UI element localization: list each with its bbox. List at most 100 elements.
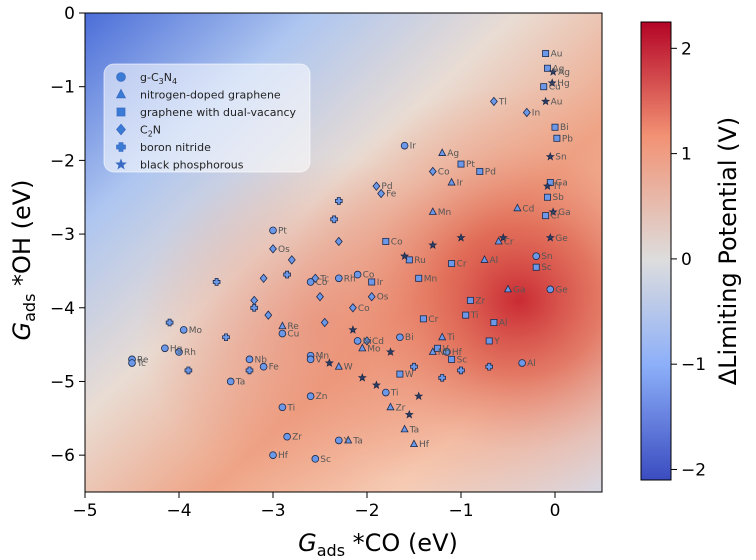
data-point-star <box>545 151 555 161</box>
point-label: Ir <box>457 178 464 188</box>
point-label: Y <box>493 337 500 347</box>
series-diamond <box>250 96 531 346</box>
x-axis-label: Gads *CO (eV) <box>298 529 458 560</box>
data-point-diamond <box>311 273 320 283</box>
point-label: Rh <box>344 274 356 284</box>
data-point-diamond <box>320 317 329 328</box>
point-label: Cr <box>457 260 467 270</box>
data-point-circle <box>334 274 343 283</box>
point-label: Sn <box>555 153 566 163</box>
point-label: Ni <box>363 337 372 347</box>
data-points <box>128 50 561 463</box>
data-point-circle <box>175 348 183 356</box>
point-label: Mn <box>316 352 329 362</box>
data-point-diamond <box>259 273 268 283</box>
x-tick-label: −1 <box>448 501 473 521</box>
point-label: Mn <box>438 208 451 218</box>
y-tick-label: −5 <box>50 372 75 392</box>
point-label: Pd <box>381 182 392 192</box>
point-label: Ir <box>377 278 384 288</box>
point-label: Y <box>343 436 350 446</box>
data-point-star <box>548 67 558 76</box>
point-label: Os <box>377 293 389 303</box>
point-label: Au <box>551 97 563 107</box>
data-point-plus <box>438 373 446 382</box>
point-label: Sc <box>320 455 331 465</box>
colorbar-tick-label: −2 <box>681 460 706 480</box>
point-label: Fe <box>386 190 397 200</box>
data-point-square <box>396 370 404 378</box>
data-point-square <box>540 83 548 91</box>
data-point-square <box>457 160 465 168</box>
point-label: Ga <box>558 208 571 218</box>
data-point-triangle <box>438 148 447 156</box>
point-label: Ta <box>409 425 420 435</box>
point-label: Cr <box>504 237 514 247</box>
y-axis-label: Gads *OH (eV) <box>8 179 39 340</box>
colorbar-tick-label: 1 <box>681 145 692 165</box>
data-point-triangle <box>513 203 522 212</box>
data-point-square <box>551 123 559 131</box>
data-point-circle <box>179 326 188 334</box>
point-label: Zr <box>475 296 485 306</box>
point-label: Ti <box>286 403 295 413</box>
colorbar-tick-label: 2 <box>681 39 692 59</box>
data-point-star <box>324 358 334 367</box>
legend-label: C2N <box>140 124 161 139</box>
point-label: Mn <box>424 274 437 284</box>
data-point-plus <box>184 366 193 375</box>
point-label: In <box>532 108 540 118</box>
data-point-diamond <box>522 107 531 118</box>
data-point-circle <box>278 403 287 412</box>
data-point-square <box>405 256 413 264</box>
data-point-star <box>545 233 555 242</box>
data-point-square <box>368 278 376 286</box>
data-point-square <box>448 355 456 363</box>
point-label: Hf <box>419 440 430 450</box>
data-point-square <box>490 319 498 326</box>
data-point-circle <box>245 355 254 364</box>
point-label: Pt <box>278 226 287 236</box>
data-point-diamond <box>316 292 324 302</box>
data-point-circle <box>226 377 235 386</box>
point-label: Tc <box>319 274 329 284</box>
point-label: Au <box>551 50 563 60</box>
point-label: Sb <box>552 193 564 203</box>
data-point-triangle <box>358 343 367 352</box>
point-label: Bi <box>560 123 569 133</box>
data-point-circle <box>306 278 315 286</box>
data-point-square <box>462 311 470 319</box>
data-point-circle <box>269 226 277 235</box>
point-label: V <box>316 355 323 365</box>
data-point-star <box>498 233 508 242</box>
point-label: Cd <box>372 337 384 347</box>
data-point-circle <box>353 337 362 345</box>
x-tick-label: 0 <box>550 501 561 521</box>
colorbar: 2 1 0 −1 −2 ΔLimiting Potential (V) <box>640 21 742 481</box>
x-tick-label: −2 <box>354 501 379 521</box>
legend-label: black phosphorous <box>140 159 244 172</box>
colorbar-label: ΔLimiting Potential (V) <box>714 117 742 386</box>
x-axis: −5 −4 −3 −2 −1 0 <box>72 492 560 521</box>
legend-box <box>103 63 311 173</box>
point-label: Ga <box>555 178 568 188</box>
point-label: Hg <box>557 79 569 89</box>
legend-marker-circle <box>116 72 126 82</box>
data-point-square <box>434 344 441 352</box>
point-label: Pd <box>485 167 496 177</box>
data-point-triangle <box>480 255 489 263</box>
data-point-diamond <box>367 292 376 302</box>
point-label: Zn <box>316 392 328 402</box>
data-point-circle <box>278 329 287 338</box>
data-point-star <box>404 409 414 419</box>
data-point-star <box>348 325 358 334</box>
point-label: Cr <box>551 212 561 222</box>
point-label: Ti <box>470 311 479 321</box>
point-label: Cr <box>428 315 438 325</box>
data-point-plus <box>165 318 174 327</box>
series-circle <box>128 141 555 463</box>
point-label: Co <box>391 237 403 247</box>
data-point-plus <box>410 362 418 371</box>
legend-marker-square <box>116 107 126 117</box>
colorbar-tick-label: −1 <box>681 355 706 375</box>
